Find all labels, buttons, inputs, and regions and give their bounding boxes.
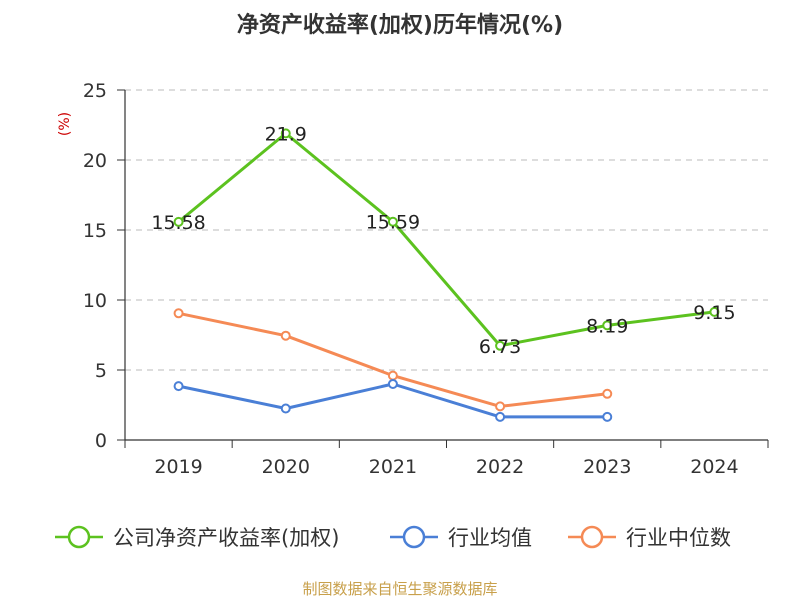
data-point (495, 401, 506, 412)
chart-title: 净资产收益率(加权)历年情况(%) (237, 12, 563, 38)
data-point (602, 320, 613, 331)
data-point (387, 379, 398, 389)
data-point (173, 216, 184, 227)
data-point (280, 128, 291, 139)
data-point (280, 403, 291, 414)
source-note: 制图数据来自恒生聚源数据库 (302, 580, 497, 598)
data-point (387, 370, 398, 381)
x-tick-label: 2023 (583, 456, 631, 478)
data-point (173, 308, 184, 319)
axes: 0 5 10 15 20 25 2019 2020 2021 2022 2023 2024 (83, 80, 769, 478)
series-line (177, 131, 715, 348)
series-1 (173, 379, 613, 422)
legend[interactable]: 公司净资产收益率(加权) 行业均值 行业中位数 (55, 525, 731, 550)
x-tick-label: 2019 (154, 456, 202, 478)
x-tick-label: 2021 (369, 456, 417, 478)
series-0 (173, 128, 720, 351)
data-point (495, 340, 506, 351)
series-line (178, 311, 608, 408)
y-tick-label: 10 (83, 290, 107, 312)
y-tick-label: 15 (83, 220, 107, 242)
y-tick-label: 20 (83, 150, 107, 172)
legend-marker (67, 525, 91, 549)
series-2 (173, 308, 613, 412)
data-label: 6.73 (479, 336, 521, 358)
legend-label: 行业中位数 (626, 526, 731, 550)
legend-label: 公司净资产收益率(加权) (113, 526, 339, 550)
legend-label: 行业均值 (448, 526, 532, 550)
data-label: 21.9 (265, 123, 307, 145)
data-point (602, 411, 613, 422)
series-group (173, 128, 720, 422)
data-labels: 15.58 21.9 15.59 6.73 8.19 9.15 (151, 123, 735, 357)
y-axis-unit: (%) (57, 112, 73, 136)
data-point (280, 330, 291, 341)
legend-item-0[interactable]: 公司净资产收益率(加权) (55, 525, 339, 550)
data-point (387, 216, 398, 227)
y-tick-label: 0 (95, 430, 107, 452)
x-tick-label: 2024 (690, 456, 738, 478)
data-point (173, 381, 184, 392)
data-point (495, 411, 506, 422)
data-point (709, 306, 720, 317)
legend-item-1[interactable]: 行业均值 (390, 525, 532, 550)
legend-marker (402, 525, 426, 549)
y-tick-label: 25 (83, 80, 107, 102)
data-label: 15.58 (151, 212, 205, 234)
gridlines (125, 89, 768, 371)
data-label: 8.19 (586, 315, 628, 337)
legend-marker (580, 525, 604, 549)
data-label: 9.15 (693, 302, 735, 324)
data-label: 15.59 (366, 212, 420, 234)
y-tick-label: 5 (95, 360, 107, 382)
x-tick-label: 2022 (476, 456, 524, 478)
data-point (602, 388, 613, 399)
x-tick-label: 2020 (262, 456, 310, 478)
legend-item-2[interactable]: 行业中位数 (568, 525, 731, 550)
